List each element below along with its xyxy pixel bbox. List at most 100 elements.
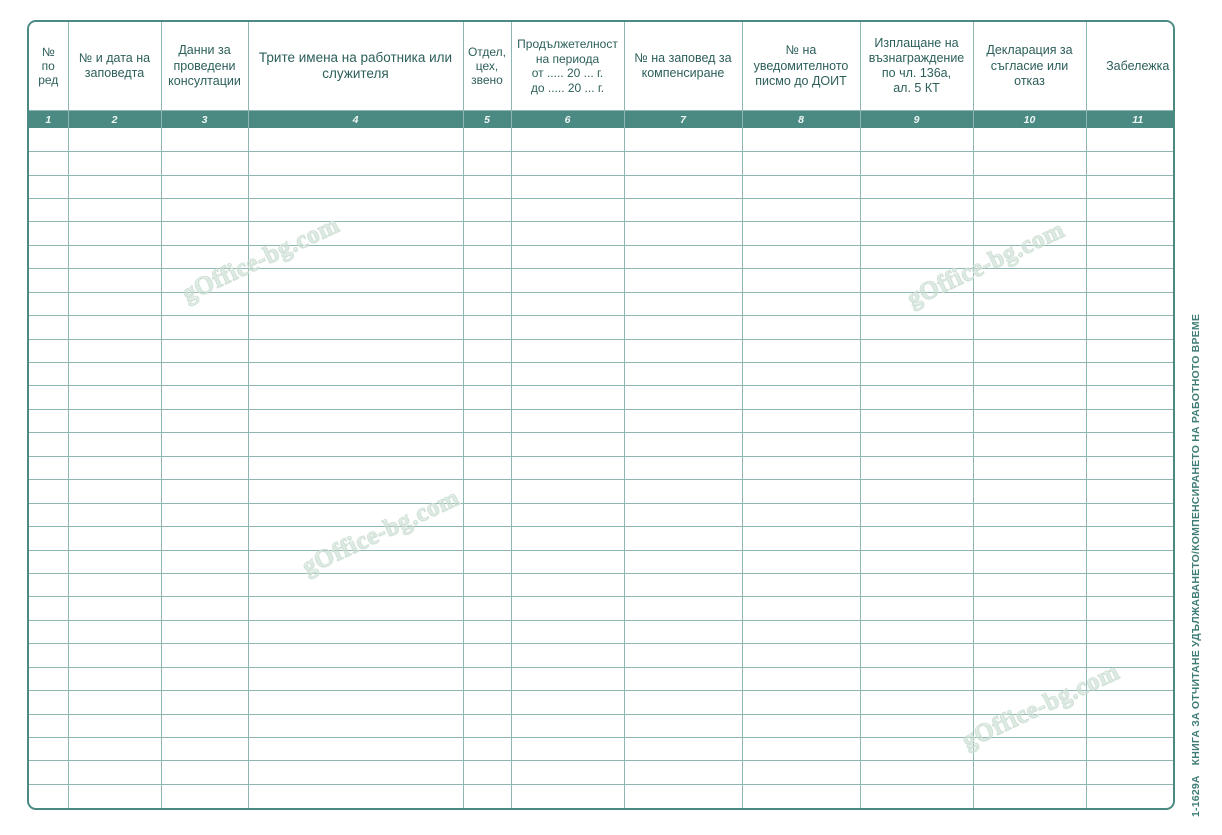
table-cell-col-1[interactable] (29, 713, 69, 739)
table-cell-col-8[interactable] (741, 291, 861, 317)
table-cell-col-1[interactable] (29, 151, 69, 176)
table-cell-col-5[interactable] (462, 362, 512, 387)
table-row[interactable] (29, 666, 1173, 692)
table-cell-col-10[interactable] (972, 291, 1087, 317)
table-cell-col-5[interactable] (462, 268, 512, 293)
table-cell-col-11[interactable] (1085, 455, 1173, 481)
table-cell-col-4[interactable] (247, 713, 464, 739)
table-cell-col-8[interactable] (741, 666, 861, 692)
table-cell-col-6[interactable] (510, 221, 625, 246)
table-cell-col-1[interactable] (29, 760, 69, 785)
table-cell-col-10[interactable] (972, 455, 1087, 481)
table-cell-col-1[interactable] (29, 643, 69, 668)
table-cell-col-5[interactable] (462, 408, 512, 434)
table-cell-col-10[interactable] (972, 643, 1087, 668)
table-cell-col-10[interactable] (972, 338, 1087, 364)
table-cell-col-6[interactable] (510, 737, 625, 762)
table-cell-col-11[interactable] (1085, 737, 1173, 762)
table-cell-col-6[interactable] (510, 128, 625, 153)
table-cell-col-7[interactable] (623, 362, 743, 387)
table-cell-col-10[interactable] (972, 502, 1087, 528)
table-cell-col-8[interactable] (741, 338, 861, 364)
table-cell-col-6[interactable] (510, 783, 625, 808)
table-cell-col-4[interactable] (247, 268, 464, 293)
table-cell-col-9[interactable] (859, 244, 974, 270)
table-cell-col-3[interactable] (160, 221, 249, 246)
table-cell-col-10[interactable] (972, 783, 1087, 808)
table-cell-col-11[interactable] (1085, 151, 1173, 176)
table-row[interactable] (29, 291, 1173, 317)
table-cell-col-8[interactable] (741, 362, 861, 387)
table-cell-col-4[interactable] (247, 408, 464, 434)
table-cell-col-11[interactable] (1085, 244, 1173, 270)
table-cell-col-4[interactable] (247, 128, 464, 153)
table-cell-col-10[interactable] (972, 619, 1087, 645)
table-cell-col-4[interactable] (247, 432, 464, 457)
table-cell-col-2[interactable] (67, 455, 162, 481)
table-cell-col-4[interactable] (247, 526, 464, 551)
table-cell-col-1[interactable] (29, 174, 69, 199)
table-cell-col-7[interactable] (623, 244, 743, 270)
table-cell-col-1[interactable] (29, 666, 69, 692)
table-cell-col-11[interactable] (1085, 268, 1173, 293)
table-cell-col-7[interactable] (623, 666, 743, 692)
table-cell-col-3[interactable] (160, 128, 249, 153)
table-cell-col-3[interactable] (160, 737, 249, 762)
table-cell-col-2[interactable] (67, 502, 162, 528)
table-row[interactable] (29, 385, 1173, 410)
table-row[interactable] (29, 549, 1173, 574)
table-cell-col-5[interactable] (462, 151, 512, 176)
table-row[interactable] (29, 244, 1173, 270)
table-cell-col-2[interactable] (67, 572, 162, 598)
table-row[interactable] (29, 479, 1173, 504)
table-cell-col-5[interactable] (462, 783, 512, 808)
table-cell-col-9[interactable] (859, 174, 974, 199)
table-cell-col-3[interactable] (160, 549, 249, 574)
table-cell-col-7[interactable] (623, 455, 743, 481)
table-cell-col-9[interactable] (859, 783, 974, 808)
table-row[interactable] (29, 432, 1173, 457)
table-cell-col-8[interactable] (741, 455, 861, 481)
table-cell-col-4[interactable] (247, 666, 464, 692)
table-cell-col-1[interactable] (29, 291, 69, 317)
table-cell-col-3[interactable] (160, 619, 249, 645)
table-cell-col-10[interactable] (972, 408, 1087, 434)
table-cell-col-9[interactable] (859, 713, 974, 739)
table-cell-col-9[interactable] (859, 737, 974, 762)
table-cell-col-6[interactable] (510, 385, 625, 410)
table-row[interactable] (29, 572, 1173, 598)
table-cell-col-7[interactable] (623, 502, 743, 528)
table-cell-col-6[interactable] (510, 549, 625, 574)
table-cell-col-7[interactable] (623, 315, 743, 340)
table-cell-col-10[interactable] (972, 690, 1087, 715)
table-cell-col-1[interactable] (29, 502, 69, 528)
table-cell-col-10[interactable] (972, 549, 1087, 574)
table-row[interactable] (29, 151, 1173, 176)
table-cell-col-2[interactable] (67, 713, 162, 739)
table-cell-col-2[interactable] (67, 432, 162, 457)
table-cell-col-5[interactable] (462, 643, 512, 668)
table-cell-col-4[interactable] (247, 572, 464, 598)
table-cell-col-5[interactable] (462, 713, 512, 739)
table-cell-col-11[interactable] (1085, 572, 1173, 598)
table-cell-col-8[interactable] (741, 221, 861, 246)
table-cell-col-10[interactable] (972, 244, 1087, 270)
table-cell-col-4[interactable] (247, 174, 464, 199)
table-cell-col-2[interactable] (67, 291, 162, 317)
table-cell-col-2[interactable] (67, 197, 162, 223)
table-cell-col-3[interactable] (160, 596, 249, 621)
table-cell-col-6[interactable] (510, 643, 625, 668)
table-cell-col-6[interactable] (510, 666, 625, 692)
table-row[interactable] (29, 713, 1173, 739)
table-row[interactable] (29, 502, 1173, 528)
table-cell-col-5[interactable] (462, 291, 512, 317)
table-cell-col-9[interactable] (859, 268, 974, 293)
table-cell-col-1[interactable] (29, 362, 69, 387)
table-cell-col-2[interactable] (67, 362, 162, 387)
table-cell-col-5[interactable] (462, 432, 512, 457)
table-cell-col-5[interactable] (462, 128, 512, 153)
table-cell-col-10[interactable] (972, 526, 1087, 551)
table-cell-col-2[interactable] (67, 619, 162, 645)
table-cell-col-7[interactable] (623, 783, 743, 808)
table-cell-col-9[interactable] (859, 197, 974, 223)
